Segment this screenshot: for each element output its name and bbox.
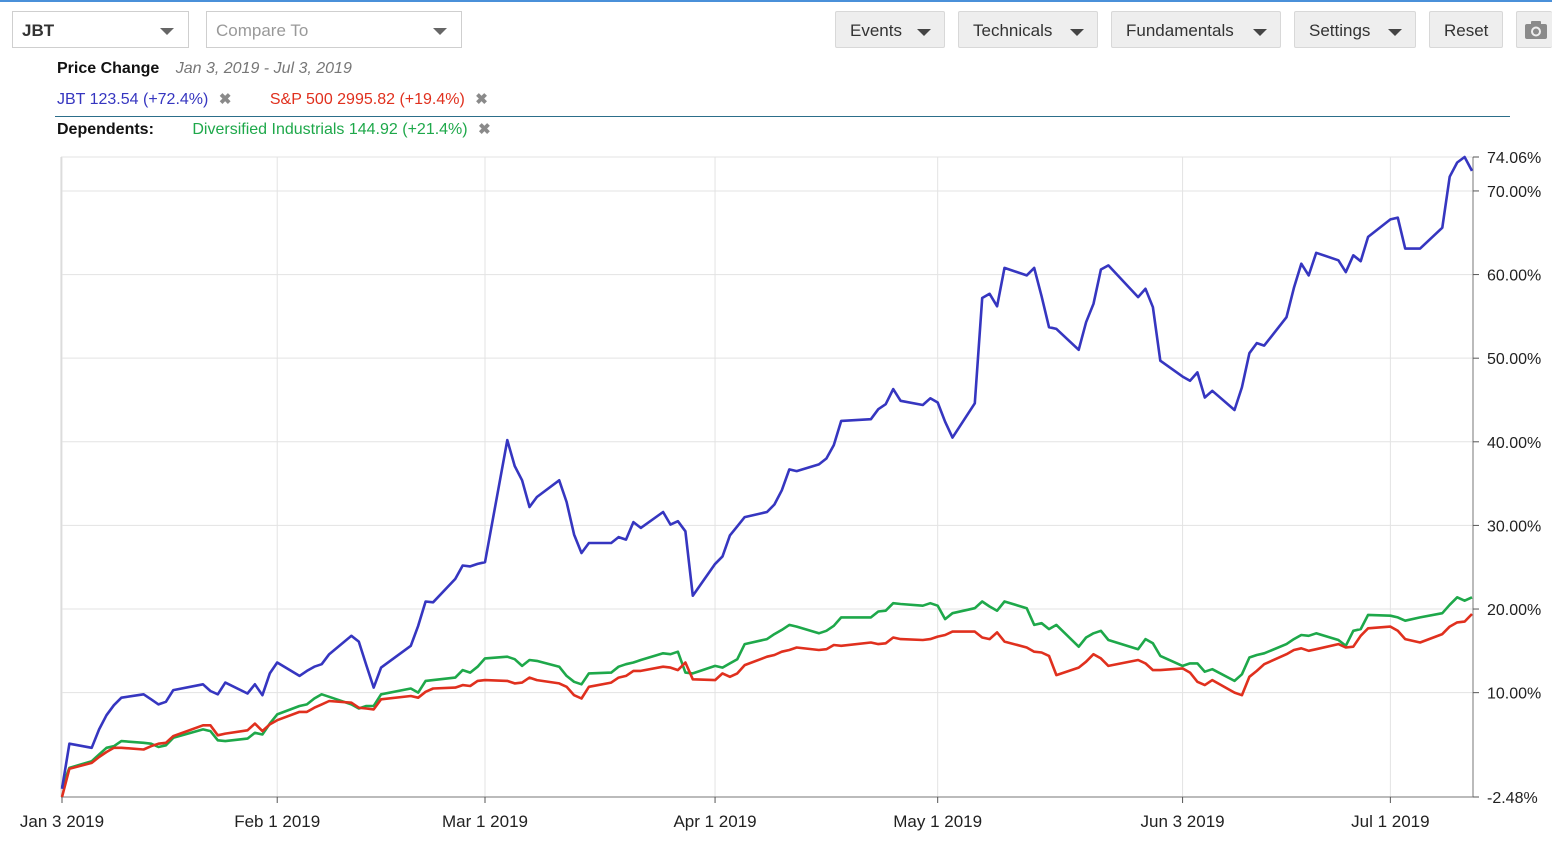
compare-placeholder: Compare To [216, 21, 309, 40]
legend-divider [55, 116, 1510, 117]
y-tick-label: 30.00% [1487, 518, 1541, 535]
x-tick-label: Jul 1 2019 [1351, 812, 1429, 831]
x-tick-label: Mar 1 2019 [442, 812, 528, 831]
symbol-value: JBT [22, 21, 55, 40]
chevron-down-icon [1253, 29, 1267, 36]
snapshot-button[interactable] [1516, 11, 1552, 48]
x-tick-label: May 1 2019 [893, 812, 982, 831]
camera-icon [1525, 21, 1547, 39]
y-axis: 74.06% 70.00% 60.00% 50.00% 40.00% 30.00% 20.0… [1473, 150, 1541, 807]
fundamentals-button[interactable]: Fundamentals [1111, 11, 1281, 48]
compare-to-input[interactable]: Compare To [206, 11, 462, 48]
plot-frame [60, 157, 1474, 798]
series-line-diversified-industrials [60, 596, 1473, 788]
x-tick-label: Jan 3 2019 [20, 812, 104, 831]
chevron-down-icon [433, 28, 447, 35]
events-label: Events [850, 21, 902, 40]
x-tick-label: Feb 1 2019 [234, 812, 320, 831]
remove-jbt-icon[interactable]: ✖ [218, 91, 232, 108]
settings-button[interactable]: Settings [1294, 11, 1416, 48]
chevron-down-icon [160, 28, 174, 35]
chart-grid [61, 156, 1473, 798]
chevron-down-icon [917, 29, 931, 36]
y-tick-label: 74.06% [1487, 150, 1541, 167]
series-legend-row: JBT 123.54 (+72.4%) ✖ S&P 500 2995.82 (+… [57, 90, 488, 109]
top-accent-line [0, 0, 1552, 2]
series-line-s-p-500 [60, 613, 1473, 798]
price-change-row: Price Change Jan 3, 2019 - Jul 3, 2019 [57, 60, 352, 78]
chevron-down-icon [1388, 29, 1402, 36]
legend-sp500: S&P 500 2995.82 (+19.4%) [269, 91, 465, 108]
technicals-label: Technicals [973, 21, 1053, 40]
date-range: Jan 3, 2019 - Jul 3, 2019 [175, 60, 352, 77]
price-change-label: Price Change [57, 60, 160, 77]
x-axis: Jan 3 2019 Feb 1 2019 Mar 1 2019 Apr 1 2019… [20, 797, 1430, 831]
reset-button[interactable]: Reset [1429, 11, 1503, 48]
chevron-down-icon [1070, 29, 1084, 36]
reset-label: Reset [1444, 21, 1489, 40]
remove-diversified-icon[interactable]: ✖ [478, 121, 491, 138]
legend-diversified-industrials: Diversified Industrials 144.92 (+21.4%) [192, 121, 468, 138]
chart-series [60, 155, 1474, 798]
symbol-select[interactable]: JBT [12, 11, 189, 48]
y-tick-label: 20.00% [1487, 602, 1541, 619]
dependents-label: Dependents: [57, 121, 154, 138]
settings-label: Settings [1309, 21, 1371, 40]
dependents-row: Dependents: Diversified Industrials 144.… [57, 120, 491, 139]
technicals-button[interactable]: Technicals [958, 11, 1098, 48]
y-tick-label: -2.48% [1487, 790, 1538, 807]
y-tick-label: 40.00% [1487, 435, 1541, 452]
y-tick-label: 70.00% [1487, 184, 1541, 201]
fundamentals-label: Fundamentals [1126, 21, 1234, 40]
x-tick-label: Jun 3 2019 [1141, 812, 1225, 831]
remove-sp500-icon[interactable]: ✖ [475, 91, 488, 108]
x-tick-label: Apr 1 2019 [673, 812, 756, 831]
series-line-jbt [60, 155, 1474, 790]
y-tick-label: 50.00% [1487, 351, 1541, 368]
events-button[interactable]: Events [835, 11, 945, 48]
y-tick-label: 60.00% [1487, 268, 1541, 285]
legend-jbt: JBT 123.54 (+72.4%) [57, 91, 209, 108]
y-tick-label: 10.00% [1487, 686, 1541, 703]
